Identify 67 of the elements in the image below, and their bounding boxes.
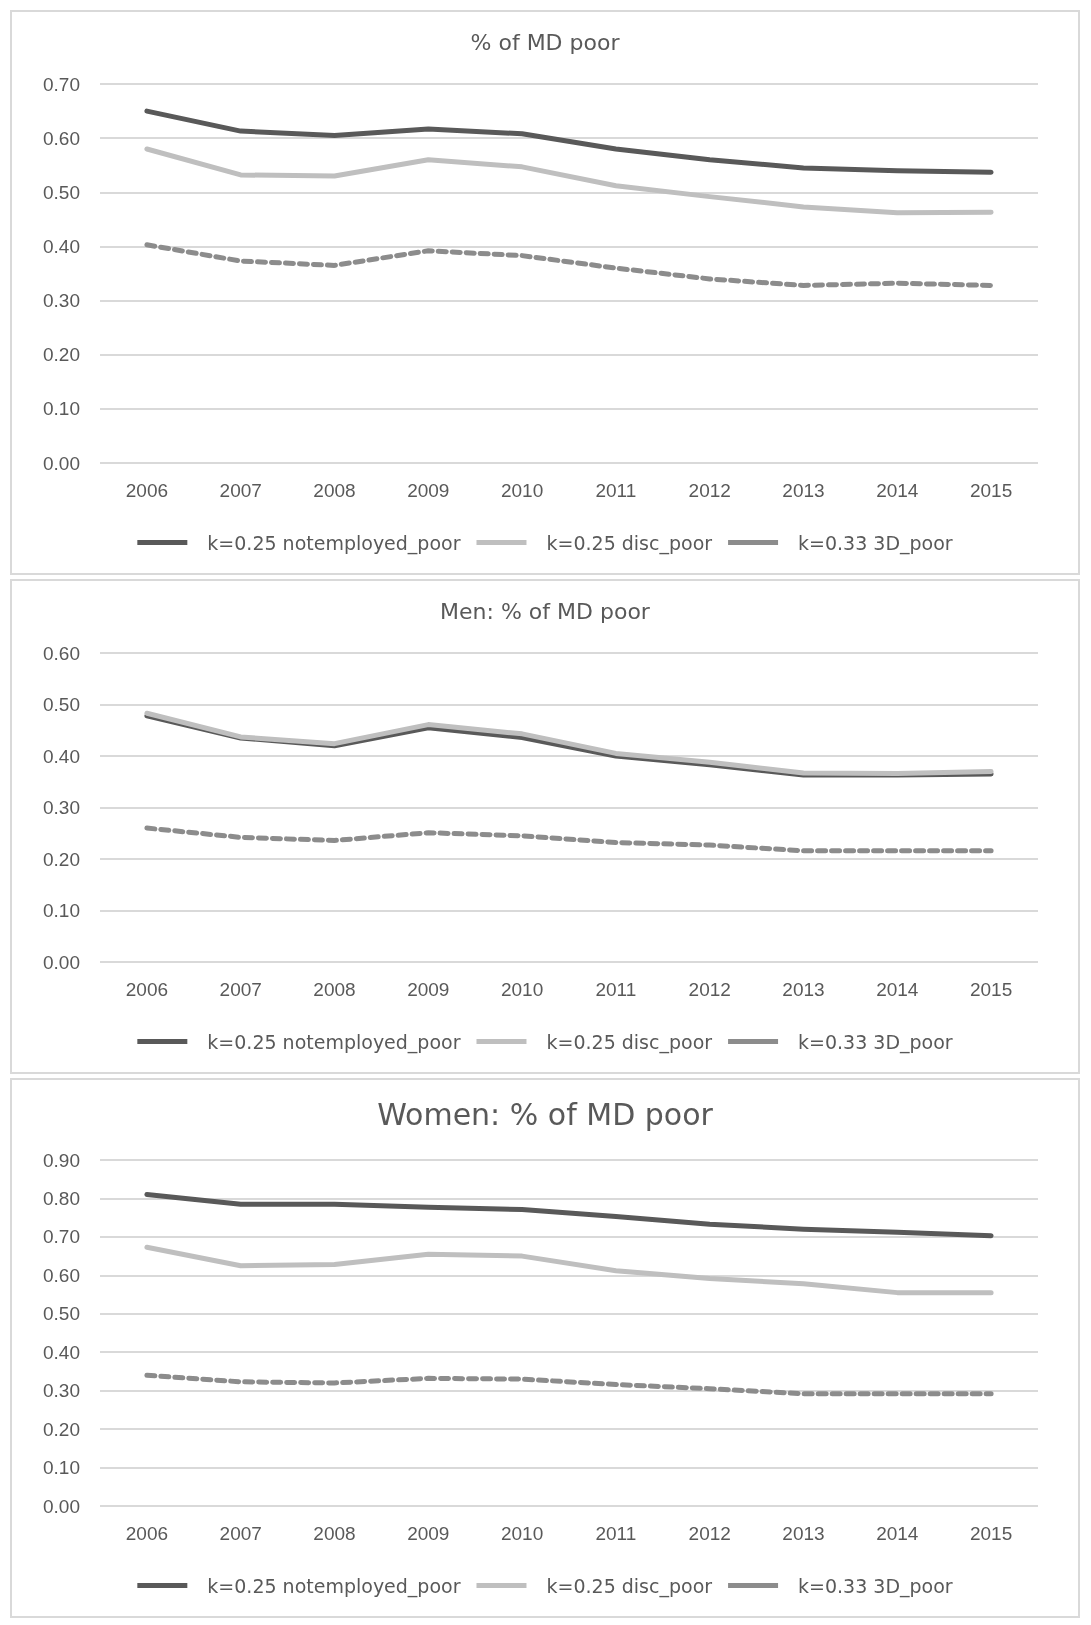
x-tick-label: 2006	[125, 480, 169, 501]
x-tick-label: 2007	[219, 979, 262, 1000]
x-tick-label: 2007	[219, 480, 262, 501]
x-tick-label: 2015	[969, 480, 1013, 501]
x-tick-label: 2011	[595, 480, 637, 501]
x-tick-label: 2006	[125, 979, 169, 1000]
x-tick-label: 2013	[782, 1523, 825, 1544]
y-tick-label: 0.40	[43, 745, 80, 767]
y-tick-label: 0.50	[43, 1303, 80, 1325]
legend-label: k=0.25 notemployed_poor	[207, 531, 461, 555]
chart-title: Men: % of MD poor	[440, 598, 651, 624]
chart-title: Women: % of MD poor	[377, 1096, 714, 1132]
y-tick-label: 0.40	[43, 235, 80, 257]
x-tick-label: 2009	[407, 979, 450, 1000]
x-tick-label: 2012	[688, 480, 731, 501]
y-tick-label: 0.70	[43, 1226, 80, 1248]
y-tick-label: 0.60	[43, 127, 80, 149]
x-tick-label: 2011	[595, 1523, 637, 1544]
y-tick-label: 0.20	[43, 1418, 80, 1440]
y-tick-label: 0.90	[43, 1149, 80, 1171]
x-tick-label: 2015	[969, 979, 1013, 1000]
legend-label: k=0.33 3D_poor	[798, 1030, 953, 1054]
y-tick-label: 0.40	[43, 1341, 80, 1363]
y-tick-label: 0.70	[43, 73, 80, 95]
x-tick-label: 2007	[219, 1523, 262, 1544]
y-tick-label: 0.30	[43, 1380, 80, 1402]
x-tick-label: 2013	[782, 979, 825, 1000]
y-tick-label: 0.30	[43, 290, 80, 312]
legend-label: k=0.33 3D_poor	[798, 1574, 953, 1598]
legend-label: k=0.25 disc_poor	[546, 531, 713, 555]
legend-label: k=0.25 disc_poor	[546, 1030, 713, 1054]
y-tick-label: 0.00	[43, 1495, 80, 1517]
x-tick-label: 2012	[688, 1523, 731, 1544]
x-tick-label: 2015	[969, 1523, 1013, 1544]
y-tick-label: 0.50	[43, 181, 80, 203]
x-tick-label: 2011	[595, 979, 637, 1000]
y-tick-label: 0.50	[43, 694, 80, 715]
x-tick-label: 2010	[500, 1523, 544, 1544]
y-tick-label: 0.30	[43, 797, 80, 818]
chart-title: % of MD poor	[470, 29, 621, 55]
y-tick-label: 0.60	[43, 1264, 80, 1286]
x-tick-label: 2014	[876, 979, 919, 1000]
x-tick-label: 2009	[407, 1523, 450, 1544]
legend-label: k=0.25 notemployed_poor	[207, 1574, 461, 1598]
x-tick-label: 2012	[688, 979, 731, 1000]
x-tick-label: 2010	[500, 480, 544, 501]
y-tick-label: 0.00	[43, 452, 80, 474]
x-tick-label: 2008	[313, 480, 356, 501]
x-tick-label: 2009	[407, 480, 450, 501]
x-tick-label: 2014	[876, 1523, 919, 1544]
x-tick-label: 2014	[876, 480, 919, 501]
y-tick-label: 0.00	[43, 951, 80, 973]
y-tick-label: 0.20	[43, 848, 80, 870]
x-tick-label: 2006	[125, 1523, 169, 1544]
legend-label: k=0.25 disc_poor	[546, 1574, 713, 1598]
legend-label: k=0.33 3D_poor	[798, 531, 953, 555]
y-tick-label: 0.80	[43, 1187, 80, 1209]
y-tick-label: 0.60	[43, 642, 80, 664]
legend-label: k=0.25 notemployed_poor	[207, 1030, 461, 1054]
y-tick-label: 0.10	[43, 900, 80, 921]
x-tick-label: 2013	[782, 480, 825, 501]
y-tick-label: 0.10	[43, 1457, 80, 1479]
x-tick-label: 2010	[500, 979, 544, 1000]
y-tick-label: 0.20	[43, 344, 80, 366]
x-tick-label: 2008	[313, 1523, 356, 1544]
x-tick-label: 2008	[313, 979, 356, 1000]
y-tick-label: 0.10	[43, 398, 80, 420]
